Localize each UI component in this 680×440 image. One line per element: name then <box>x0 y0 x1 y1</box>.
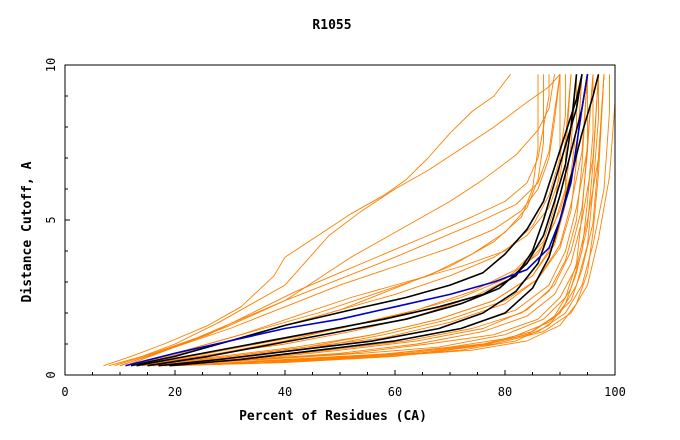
bundle-series-line-14 <box>152 74 599 367</box>
bundle-series-line-23 <box>180 74 616 367</box>
x-tick-label: 0 <box>61 385 68 399</box>
y-tick-label: 5 <box>44 216 58 223</box>
bundle-series-line-1 <box>108 74 561 367</box>
bundle-series-line-9 <box>136 74 577 367</box>
bundle-series-line-19 <box>163 74 605 367</box>
reference-series-line-35 <box>125 74 589 367</box>
bundle-series-line-22 <box>174 74 610 367</box>
x-tick-label: 80 <box>498 385 512 399</box>
bundle-series-line-21 <box>174 74 599 367</box>
chart-title: R1055 <box>312 18 351 33</box>
axes-layer: 0 20 40 60 80 100 0 5 10 <box>44 58 626 399</box>
x-axis-title: Percent of Residues (CA) <box>239 409 427 424</box>
bundle-series-line-3 <box>119 74 550 367</box>
bundle-series-line-6 <box>130 74 566 367</box>
x-tick-label: 40 <box>278 385 292 399</box>
y-axis-title: Distance Cutoff, A <box>20 161 35 302</box>
bundle-series-line-16 <box>158 74 594 367</box>
bundle-series-line-8 <box>136 74 577 367</box>
highlight-series-line-30 <box>136 74 583 367</box>
bundle-series-line-2 <box>114 74 555 367</box>
series-layer <box>103 74 616 367</box>
y-tick-label: 0 <box>44 371 58 378</box>
bundle-series-line-25 <box>130 74 539 367</box>
bundle-series-line-20 <box>169 74 594 367</box>
x-tick-label: 60 <box>388 385 402 399</box>
bundle-series-line-15 <box>152 74 605 367</box>
bundle-series-line-29 <box>158 74 588 367</box>
bundle-series-line-5 <box>125 74 561 367</box>
x-tick-label: 20 <box>168 385 182 399</box>
bundle-series-line-27 <box>147 74 572 367</box>
highlight-series-line-31 <box>147 74 578 367</box>
bundle-series-line-24 <box>125 74 544 367</box>
highlight-series-line-34 <box>130 74 583 367</box>
bundle-series-line-4 <box>119 74 561 367</box>
highlight-series-line-32 <box>158 74 589 367</box>
bundle-series-line-7 <box>130 74 572 367</box>
bundle-series-line-13 <box>147 74 588 367</box>
highlight-series-line-33 <box>169 74 600 367</box>
x-tick-label: 100 <box>604 385 626 399</box>
y-tick-label: 10 <box>44 58 58 72</box>
bundle-series-line-0 <box>103 74 511 367</box>
